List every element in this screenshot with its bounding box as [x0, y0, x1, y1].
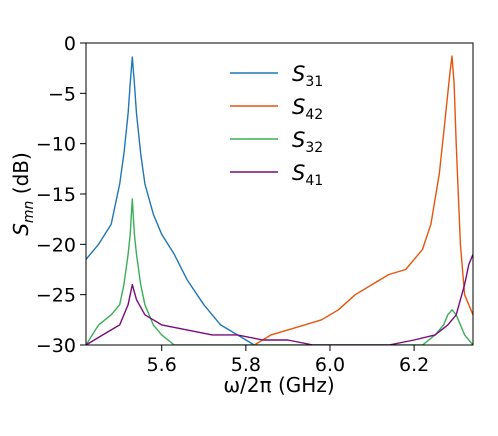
x-tick-label: 6.0 — [315, 354, 345, 376]
series-layer — [86, 55, 473, 345]
y-tick-label: −15 — [36, 184, 76, 206]
series-line-s31 — [86, 56, 255, 345]
y-tick-label: −5 — [48, 83, 76, 105]
legend: S31 S42 S32 S41 — [230, 62, 323, 189]
series-line-s41 — [86, 254, 473, 345]
x-tick-label: 6.2 — [399, 354, 429, 376]
x-axis-label: ω/2π (GHz) — [223, 373, 334, 397]
y-tick-label: −25 — [36, 285, 76, 307]
x-tick-label: 5.8 — [231, 354, 261, 376]
y-tick-label: −10 — [36, 134, 76, 156]
x-axis: 5.6 5.8 6.0 6.2 — [147, 345, 429, 376]
legend-label-s42: S42 — [292, 95, 323, 123]
plot-area — [85, 42, 474, 346]
legend-label-s41: S41 — [292, 161, 323, 189]
y-tick-label: 0 — [64, 33, 76, 55]
y-tick-label: −20 — [36, 234, 76, 256]
y-axis-label: Smn (dB) — [9, 152, 37, 236]
y-axis: 0 −5 −10 −15 −20 −25 −30 — [36, 33, 86, 357]
series-line-s42 — [253, 55, 473, 345]
x-tick-label: 5.6 — [147, 354, 177, 376]
legend-label-s31: S31 — [292, 62, 323, 90]
legend-label-s32: S32 — [292, 128, 323, 156]
series-line-s32 — [86, 198, 473, 345]
y-tick-label: −30 — [36, 335, 76, 357]
